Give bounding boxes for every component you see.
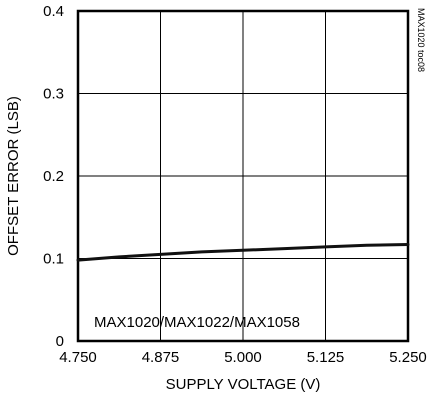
grid <box>78 11 408 341</box>
y-tick-labels: 0 0.1 0.2 0.3 0.4 <box>43 3 64 350</box>
figure-id-note: MAX1020 toc08 <box>416 8 426 72</box>
x-tick-labels: 4.750 4.875 5.000 5.125 5.250 <box>59 349 427 366</box>
y-tick-label: 0.4 <box>43 3 64 20</box>
y-tick-label: 0 <box>56 333 64 350</box>
y-tick-label: 0.2 <box>43 168 64 185</box>
x-axis-title: SUPPLY VOLTAGE (V) <box>166 376 321 393</box>
x-tick-label: 4.875 <box>142 349 180 366</box>
x-tick-label: 4.750 <box>59 349 97 366</box>
y-tick-label: 0.1 <box>43 251 64 268</box>
y-axis-title: OFFSET ERROR (LSB) <box>5 96 22 256</box>
x-tick-label: 5.000 <box>224 349 262 366</box>
x-tick-label: 5.250 <box>389 349 427 366</box>
offset-error-series-line <box>76 243 410 262</box>
plot-frame <box>76 9 410 343</box>
x-tick-label: 5.125 <box>307 349 345 366</box>
device-annotation: MAX1020/MAX1022/MAX1058 <box>94 314 300 331</box>
y-tick-label: 0.3 <box>43 86 64 103</box>
